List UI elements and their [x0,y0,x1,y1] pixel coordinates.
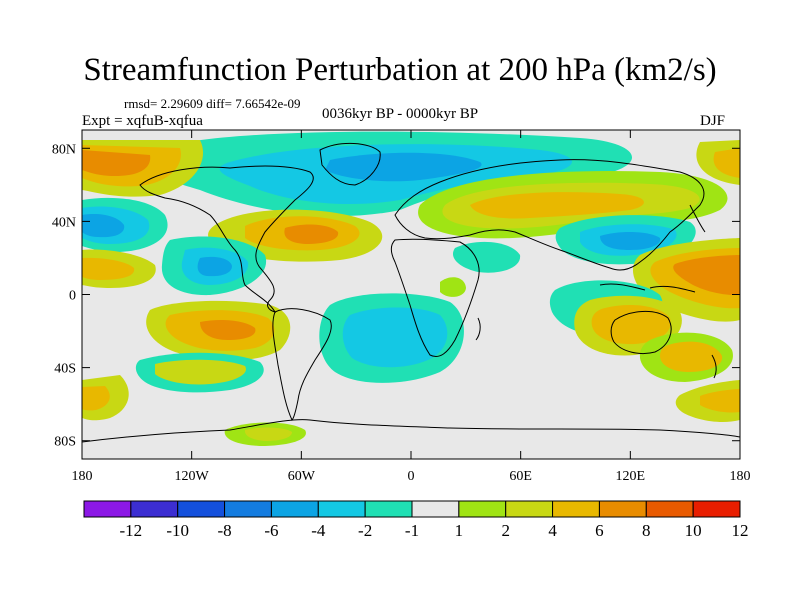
coastline-antarctica [82,419,740,443]
coastline-indonesia [599,283,696,293]
colorbar-label: 1 [455,521,464,540]
coastline-eurasia [394,159,705,271]
colorbar-swatch [458,500,507,518]
stats-line: rmsd= 2.29609 diff= 7.66542e-09 [124,96,301,111]
contour-south-pacific-negative-core [155,359,246,385]
lat-tick-label: 80N [52,142,76,157]
contour-west-pacific-positive-max [673,255,740,296]
coastline-south-america [272,308,332,421]
axes: 80N 40N 0 40S 80S 180 120W 60W 0 60E 120E 180 [52,130,751,484]
colorbar-swatch [317,500,366,518]
contour-north-atlantic-positive-max [284,224,339,244]
contour-tropical-pacific-negative-max [197,256,232,277]
colorbar-swatch [83,500,132,518]
lat-tick-label: 40N [52,215,76,230]
lon-tick-label: 180 [730,469,751,484]
colorbar-swatch [224,500,272,518]
contour-eastern-pacific-negative-max [82,214,125,238]
coastline-japan [689,204,706,233]
colorbar-swatch [505,500,554,518]
colorbar-label: 6 [595,521,604,540]
contour-south-america-positive-max [200,320,256,340]
colorbar: -12 -10 -8 -6 -4 -2 -1 1 2 4 6 8 10 12 [83,500,749,540]
colorbar-swatch [645,500,694,518]
colorbar-label: -4 [311,521,326,540]
season-label: DJF [700,113,726,129]
lon-tick-label: 120E [616,469,646,484]
colorbar-swatch [411,500,460,518]
colorbar-swatch [270,500,319,518]
colorbar-label: 8 [642,521,651,540]
colorbar-label: -12 [120,521,143,540]
contour-south-pacific-positive-right-core [700,389,740,413]
contour-antarctic-positive-core [244,427,292,441]
lat-tick-label: 80S [54,435,76,450]
colorbar-label: -10 [166,521,189,540]
period-label: 0036kyr BP - 0000kyr BP [322,106,479,122]
lon-tick-label: 60W [288,469,316,484]
colorbar-label: 2 [501,521,510,540]
colorbar-swatch [177,500,226,518]
contour-southeast-pacific-positive-core [82,386,110,411]
experiment-label: Expt = xqfuB-xqfua [82,113,203,129]
colorbar-label: 12 [732,521,749,540]
colorbar-label: -6 [264,521,278,540]
colorbar-swatch [598,500,647,518]
contour-east-atlantic-positive [440,277,466,297]
contour-north-pacific-positive-max [82,150,151,176]
lon-tick-label: 180 [72,469,93,484]
lon-tick-label: 60E [509,469,532,484]
coastline-new-zealand [711,354,717,379]
coastline-greenland [319,142,381,186]
coastline-madagascar [475,317,481,341]
colorbar-swatch [552,500,600,518]
colorbar-swatch [692,500,741,518]
colorbar-label: -2 [358,521,372,540]
contour-south-atlantic-negative-core [342,307,448,368]
contour-southern-ocean-positive-core [660,341,723,372]
coastline-north-america [139,165,314,313]
contour-eurasia-positive-max [470,192,644,219]
colorbar-swatch [364,500,413,518]
colorbar-label: 10 [685,521,702,540]
contour-field [82,130,740,459]
figure-title: Streamfunction Perturbation at 200 hPa (… [83,52,717,88]
contour-east-asia-negative-max [600,232,661,250]
lon-tick-label: 0 [408,469,415,484]
coastlines [82,142,740,443]
contour-east-pacific-positive-wrap-core [713,148,740,178]
contour-arctic-negative-max [325,152,482,182]
coastline-australia [610,311,672,355]
colorbar-label: -1 [405,521,419,540]
contour-central-pacific-positive-core [82,257,135,280]
coastline-africa [390,238,480,357]
lat-tick-label: 0 [69,289,76,304]
colorbar-label: 4 [548,521,557,540]
lat-tick-label: 40S [54,362,76,377]
colorbar-swatch [130,500,179,518]
colorbar-label: -8 [217,521,231,540]
lon-tick-label: 120W [175,469,210,484]
